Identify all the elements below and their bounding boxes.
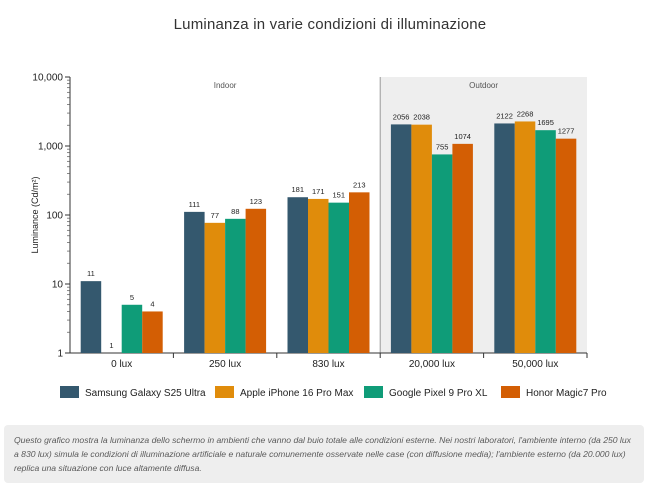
bar-2-4 — [535, 130, 556, 353]
bar-3-0 — [142, 311, 163, 353]
bar-0-0 — [80, 281, 102, 353]
bar-0-4 — [494, 123, 515, 354]
region-label-indoor: Indoor — [214, 81, 237, 90]
bar-1-2 — [308, 198, 329, 353]
x-tick-label: 50,000 lux — [512, 359, 558, 370]
luminance-bar-chart: Indoor Outdoor 1 10 100 1,000 10,000 Luminance … — [30, 73, 607, 400]
y-tick-label: 10,000 — [32, 73, 63, 84]
bar-value-label: 11 — [87, 269, 95, 278]
chart-title: Luminanza in varie condizioni di illumin… — [173, 16, 487, 33]
region-label-outdoor: Outdoor — [469, 81, 498, 90]
bar-1-1 — [204, 222, 226, 353]
legend-swatch — [364, 386, 383, 398]
bar-value-label: 88 — [231, 207, 239, 216]
bar-value-label: 1 — [109, 341, 113, 350]
bar-value-label: 5 — [130, 293, 134, 302]
x-tick-label: 250 lux — [209, 359, 241, 370]
bar-value-label: 181 — [291, 185, 304, 194]
bar-3-3 — [452, 143, 473, 353]
bar-value-label: 755 — [436, 142, 449, 151]
legend-label: Samsung Galaxy S25 Ultra — [85, 388, 206, 399]
legend-swatch — [215, 386, 234, 398]
x-tick-label: 0 lux — [111, 359, 132, 370]
bar-2-1 — [225, 218, 246, 353]
bar-value-label: 213 — [353, 180, 366, 189]
bar-0-2 — [287, 197, 308, 353]
legend-swatch — [60, 386, 79, 398]
bar-value-label: 1277 — [558, 127, 575, 136]
bar-2-2 — [328, 202, 349, 353]
chart-description-note: Questo grafico mostra la luminanza dello… — [4, 425, 644, 483]
legend-label: Honor Magic7 Pro — [526, 388, 607, 399]
bar-value-label: 171 — [312, 187, 325, 196]
y-tick-label: 1,000 — [38, 142, 63, 153]
bar-3-4 — [555, 138, 577, 353]
y-tick-label: 100 — [46, 211, 63, 222]
y-tick-label: 1 — [57, 349, 63, 360]
bar-0-3 — [390, 124, 412, 354]
bar-value-label: 111 — [189, 200, 200, 209]
bar-value-label: 151 — [332, 191, 345, 200]
bar-0-1 — [184, 211, 205, 353]
bar-value-label: 123 — [250, 197, 263, 206]
legend-label: Google Pixel 9 Pro XL — [389, 388, 488, 399]
bar-value-label: 2056 — [393, 112, 410, 121]
bar-3-1 — [245, 208, 267, 353]
bar-value-label: 4 — [150, 299, 154, 308]
y-tick-label: 10 — [52, 280, 64, 291]
bar-value-label: 2038 — [413, 113, 430, 122]
bar-value-label: 77 — [211, 211, 219, 220]
x-tick-label: 20,000 lux — [409, 359, 455, 370]
bar-1-4 — [514, 121, 536, 353]
legend-swatch — [501, 386, 520, 398]
bar-value-label: 2268 — [517, 109, 534, 118]
bar-3-2 — [349, 192, 370, 353]
bar-value-label: 2122 — [496, 111, 513, 120]
legend-label: Apple iPhone 16 Pro Max — [240, 388, 353, 399]
y-axis-label: Luminance (Cd/m²) — [30, 176, 40, 253]
bar-value-label: 1695 — [537, 118, 554, 127]
x-tick-label: 830 lux — [312, 359, 344, 370]
bar-value-label: 1074 — [454, 132, 471, 141]
bar-2-0 — [121, 304, 143, 353]
bar-1-3 — [411, 124, 432, 353]
bar-2-3 — [431, 154, 453, 353]
